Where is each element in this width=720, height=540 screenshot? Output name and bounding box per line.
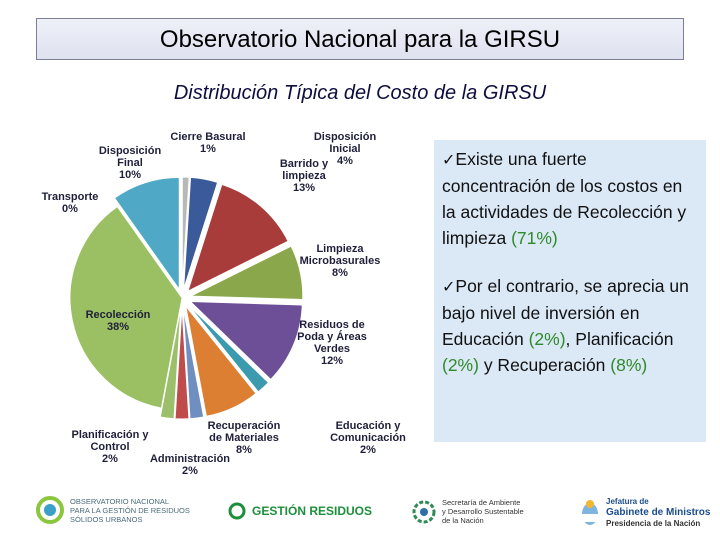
pie-slice <box>183 176 219 290</box>
pie-slice <box>189 300 303 381</box>
observatorio-line: OBSERVATORIO NACIONAL <box>70 496 170 506</box>
jefatura-line: Gabinete de Ministros <box>606 507 711 518</box>
secretaria-line: y Desarrollo Sustentable <box>442 507 524 516</box>
pie-slice <box>113 176 180 291</box>
pie-chart: Cierre Basural 1% Disposición Inicial 4%Barr… <box>42 131 407 477</box>
checkmark-icon: ✓ <box>442 150 456 169</box>
pie-slice <box>181 176 190 290</box>
slide-title: Observatorio Nacional para la GIRSU <box>159 26 561 53</box>
observatorio-line: PARA LA GESTIÓN DE RESIDUOS <box>70 505 190 515</box>
slice-label: Disposición Final 10% <box>99 145 162 181</box>
gestion-residuos-logo: GESTIÓN RESIDUOS <box>228 502 372 520</box>
jefatura-line: Presidencia de la Nación <box>606 519 701 528</box>
secretaria-logo: Secretaría de Ambiente y Desarrollo Sust… <box>412 498 524 525</box>
bullet-concentration: ✓Existe una fuerte concentración de los … <box>442 146 698 251</box>
observatorio-emblem-icon <box>36 496 64 524</box>
pie-slice <box>187 304 270 393</box>
observatorio-line: SÓLIDOS URBANOS <box>70 514 143 524</box>
bullet-percent: (2%) <box>528 329 566 349</box>
slide-title-box: Observatorio Nacional para la GIRSU <box>36 18 684 60</box>
checkmark-icon: ✓ <box>442 277 456 296</box>
bullet-text: Por el contrario, se aprecia un bajo niv… <box>442 276 689 349</box>
secretaria-line: de la Nación <box>442 516 484 525</box>
national-coat-of-arms-icon <box>582 499 598 525</box>
slice-label: Planificación y Control 2% <box>71 429 149 465</box>
pie-slice <box>187 183 289 293</box>
footer-logos: OBSERVATORIO NACIONAL PARA LA GESTIÓN DE… <box>0 490 720 540</box>
slice-label: Recolección 38% <box>86 309 151 333</box>
secretaria-emblem-icon <box>412 500 436 523</box>
slice-label: Administración 2% <box>150 453 230 477</box>
pie-slice <box>190 245 304 301</box>
pie-slice <box>159 306 182 420</box>
slice-label: Disposición Inicial 4% <box>314 131 377 167</box>
slice-label: Residuos de Poda y Áreas Verdes 12% <box>297 319 367 367</box>
pie-slice <box>69 205 183 409</box>
secretaria-line: Secretaría de Ambiente <box>442 498 521 507</box>
jefatura-line: Jefatura de <box>606 497 649 506</box>
slice-label: Limpieza Microbasurales 8% <box>300 243 381 279</box>
observatorio-logo: OBSERVATORIO NACIONAL PARA LA GESTIÓN DE… <box>36 496 190 524</box>
recycle-icon <box>228 502 246 520</box>
bullet-percent: (71%) <box>511 228 558 248</box>
pie-slice <box>185 305 257 417</box>
slice-label: Barrido y limpieza 13% <box>280 158 329 194</box>
bullet-text: , Planificación <box>565 329 674 349</box>
bullet-text: y Recuperación <box>478 355 611 375</box>
slice-label: Educación y Comunicación 2% <box>330 420 406 456</box>
slice-label: Transporte 0% <box>42 191 99 215</box>
bullet-text: Existe una fuerte concentración de los c… <box>442 149 687 248</box>
bullet-low-investment: ✓Por el contrario, se aprecia un bajo ni… <box>442 273 698 378</box>
pie-slice <box>182 306 205 420</box>
bullet-panel: ✓Existe una fuerte concentración de los … <box>434 140 706 442</box>
chart-subtitle: Distribución Típica del Costo de la GIRS… <box>173 82 547 104</box>
slice-label: Recuperación de Materiales 8% <box>208 420 281 456</box>
jefatura-logo: Jefatura de Gabinete de Ministros Presid… <box>580 496 710 529</box>
bullet-percent: (2%) <box>442 355 479 375</box>
gestion-residuos-text: GESTIÓN RESIDUOS <box>252 504 373 518</box>
pie-slice <box>174 306 190 420</box>
slice-label: Cierre Basural 1% <box>170 131 245 155</box>
bullet-percent: (8%) <box>610 355 648 375</box>
